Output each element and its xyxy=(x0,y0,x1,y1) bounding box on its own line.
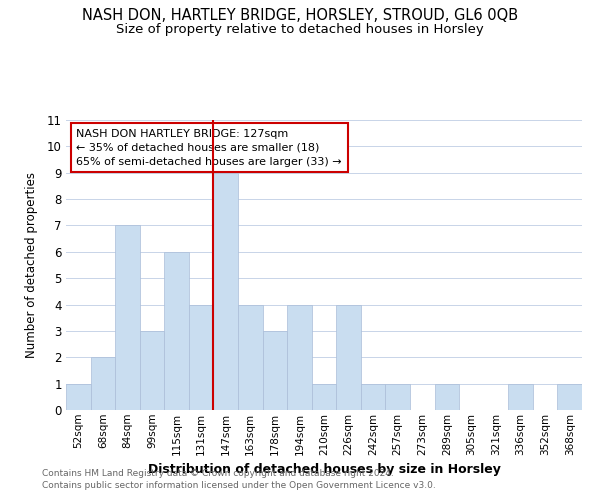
Text: NASH DON, HARTLEY BRIDGE, HORSLEY, STROUD, GL6 0QB: NASH DON, HARTLEY BRIDGE, HORSLEY, STROU… xyxy=(82,8,518,22)
Bar xyxy=(336,304,361,410)
Bar xyxy=(214,172,238,410)
Text: NASH DON HARTLEY BRIDGE: 127sqm
← 35% of detached houses are smaller (18)
65% of: NASH DON HARTLEY BRIDGE: 127sqm ← 35% of… xyxy=(76,128,342,166)
Text: Contains public sector information licensed under the Open Government Licence v3: Contains public sector information licen… xyxy=(42,481,436,490)
Bar xyxy=(189,304,214,410)
Bar xyxy=(287,304,312,410)
Bar xyxy=(385,384,410,410)
Bar xyxy=(238,304,263,410)
Text: Size of property relative to detached houses in Horsley: Size of property relative to detached ho… xyxy=(116,22,484,36)
Bar xyxy=(66,384,91,410)
Bar xyxy=(140,331,164,410)
Bar xyxy=(164,252,189,410)
Bar xyxy=(361,384,385,410)
Bar xyxy=(557,384,582,410)
Y-axis label: Number of detached properties: Number of detached properties xyxy=(25,172,38,358)
Bar xyxy=(91,358,115,410)
Bar xyxy=(312,384,336,410)
Text: Contains HM Land Registry data © Crown copyright and database right 2024.: Contains HM Land Registry data © Crown c… xyxy=(42,468,394,477)
Bar xyxy=(263,331,287,410)
X-axis label: Distribution of detached houses by size in Horsley: Distribution of detached houses by size … xyxy=(148,463,500,476)
Bar xyxy=(115,226,140,410)
Bar xyxy=(434,384,459,410)
Bar xyxy=(508,384,533,410)
